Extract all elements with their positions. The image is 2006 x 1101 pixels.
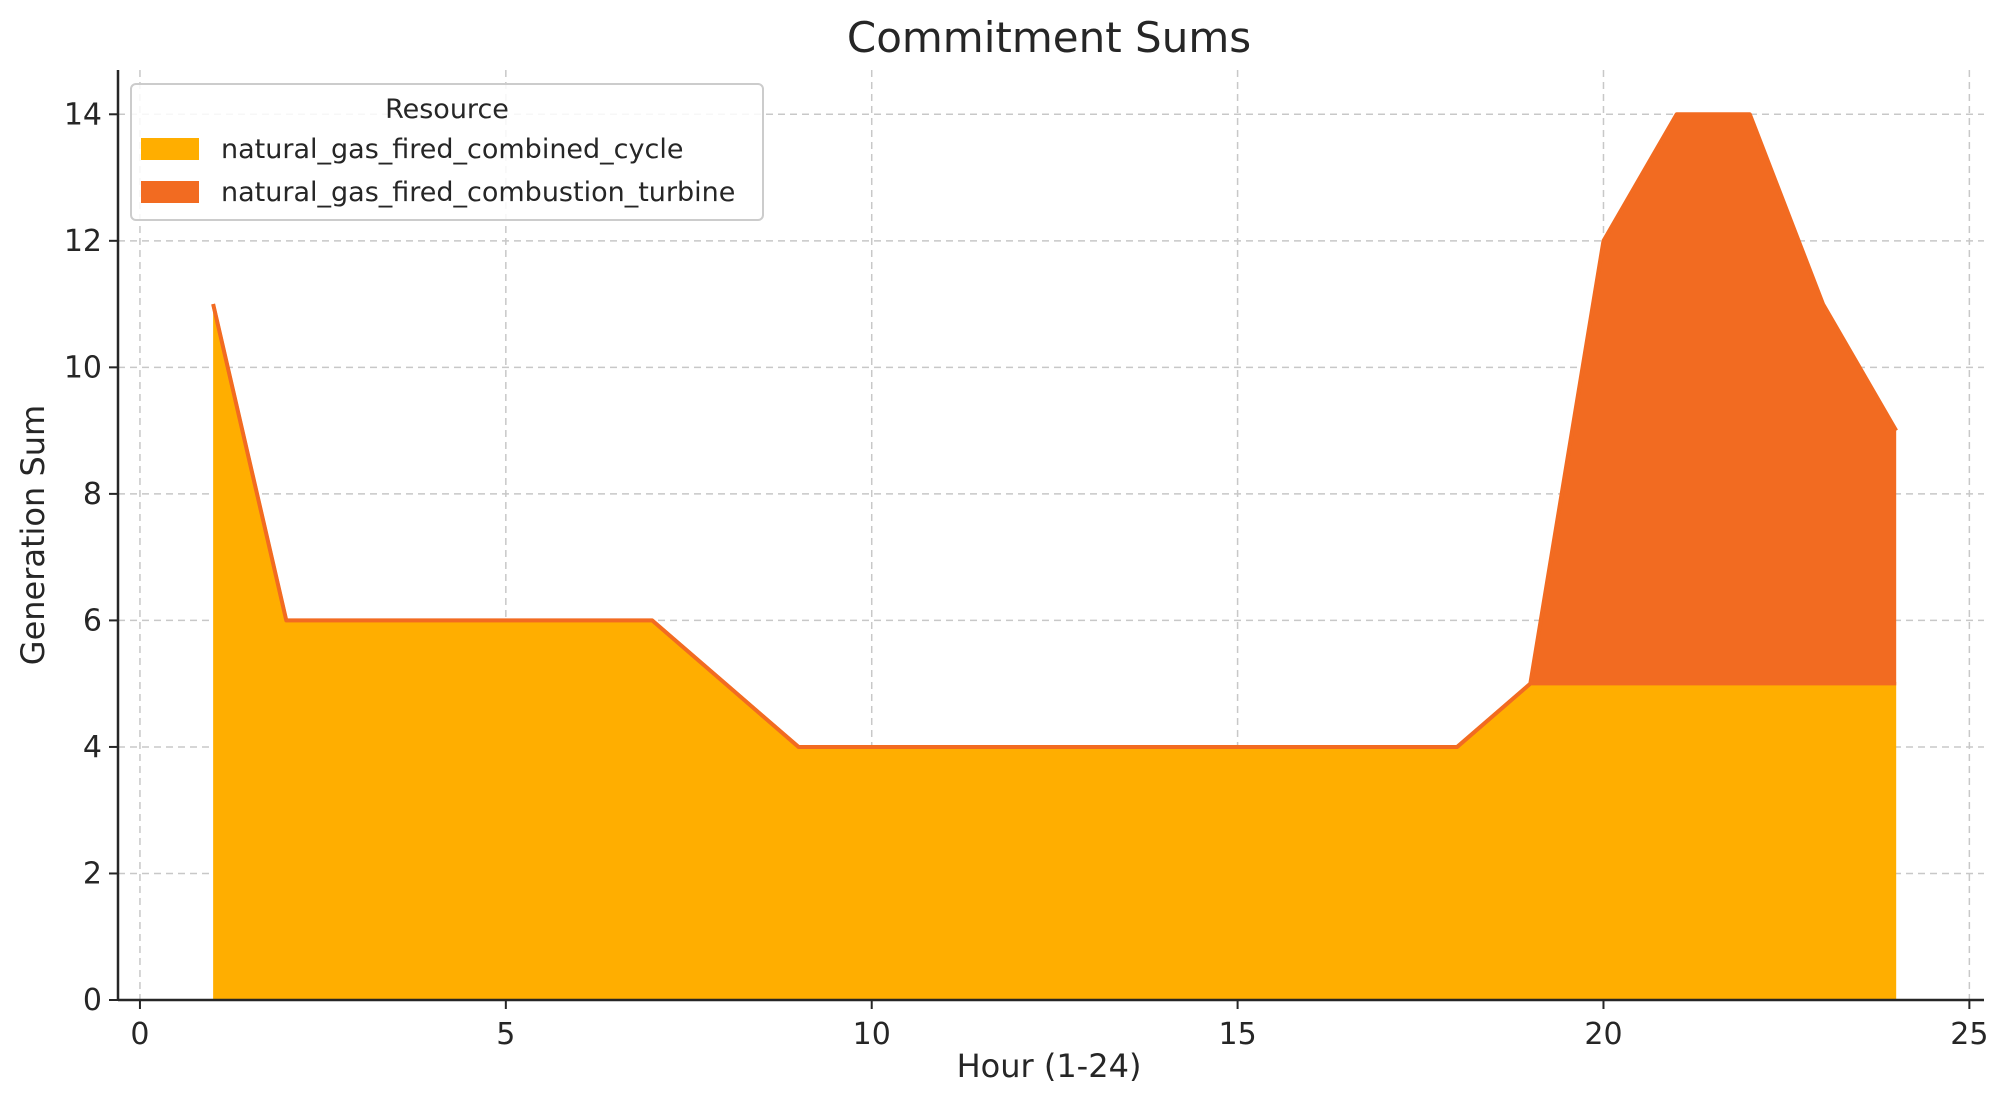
combined-cycle-outline <box>211 303 1897 749</box>
legend-title: Resource <box>385 94 509 125</box>
axes <box>116 70 1984 1002</box>
x-tick-label: 15 <box>1219 1017 1257 1052</box>
x-tick-label: 10 <box>853 1017 891 1052</box>
legend: Resource natural_gas_fired_combined_cycl… <box>130 83 764 221</box>
legend-label: natural_gas_fired_combined_cycle <box>221 134 683 165</box>
x-tick-label: 5 <box>496 1017 515 1052</box>
y-axis-title: Generation Sum <box>14 405 52 665</box>
legend-box <box>130 83 764 221</box>
area-natural-gas-fired-combined-cycle <box>213 304 1897 1000</box>
y-tick-label: 2 <box>83 856 102 891</box>
legend-items: natural_gas_fired_combined_cycle natural_… <box>141 134 735 208</box>
x-axis-title: Hour (1-24) <box>957 1047 1142 1085</box>
chart-title: Commitment Sums <box>847 13 1251 62</box>
x-ticks: 0 5 10 15 20 25 <box>130 1000 1988 1052</box>
x-tick-label: 20 <box>1584 1017 1622 1052</box>
y-tick-label: 10 <box>64 350 102 385</box>
x-tick-label: 0 <box>130 1017 149 1052</box>
y-ticks: 0 2 4 6 8 10 12 14 <box>64 97 118 1018</box>
y-tick-label: 0 <box>83 983 102 1018</box>
stacked-areas <box>211 112 1898 1000</box>
legend-swatch <box>141 181 199 203</box>
y-tick-label: 4 <box>83 730 102 765</box>
y-tick-label: 6 <box>83 603 102 638</box>
legend-swatch <box>141 138 199 160</box>
y-tick-label: 14 <box>64 97 102 132</box>
y-tick-label: 12 <box>64 224 102 259</box>
legend-label: natural_gas_fired_combustion_turbine <box>221 177 735 208</box>
x-tick-label: 25 <box>1950 1017 1988 1052</box>
y-tick-label: 8 <box>83 477 102 512</box>
